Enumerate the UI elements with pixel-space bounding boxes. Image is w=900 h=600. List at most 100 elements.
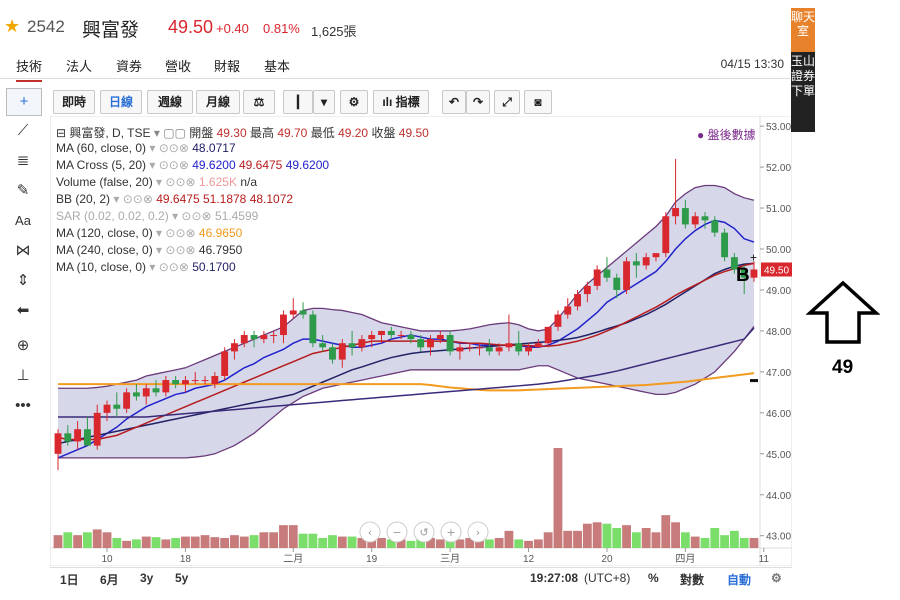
volume-bar xyxy=(563,530,573,548)
redo-icon[interactable]: ↷ xyxy=(466,90,490,114)
open-label: 開盤 xyxy=(189,126,214,140)
candle-body xyxy=(113,404,121,409)
legend-collapse-icon[interactable]: ⊟ xyxy=(56,126,70,140)
tab-financials[interactable]: 財報 xyxy=(214,59,241,74)
volume-bar xyxy=(641,528,651,548)
fib-lines-icon[interactable]: ≣ xyxy=(16,152,30,169)
range-5y-button[interactable]: 5y xyxy=(175,571,189,585)
candle-body xyxy=(123,392,131,409)
zoom-out-icon[interactable] xyxy=(386,521,408,543)
chart-canvas[interactable]: 43.00 44.00 45.00 46.00 47.00 48.00 49.00 50.00… xyxy=(49,115,793,567)
zoom-in-chart-icon[interactable] xyxy=(440,521,462,543)
range-6m-button[interactable]: 6月 xyxy=(100,573,119,587)
volume-bar xyxy=(112,538,122,548)
snapshot-camera-icon[interactable]: ◙ xyxy=(524,90,552,114)
tab-institutional[interactable]: 法人 xyxy=(66,59,93,74)
clock-timezone: (UTC+8) xyxy=(584,571,631,585)
x-tick-label: 三月 xyxy=(440,553,460,565)
undo-icon[interactable]: ↶ xyxy=(442,90,466,114)
volume-bar xyxy=(161,539,171,548)
crosshair-icon[interactable]: + xyxy=(6,88,42,116)
x-tick-label: 二月 xyxy=(283,553,303,565)
candle-body xyxy=(162,380,170,393)
fullscreen-icon[interactable]: ⤢ xyxy=(494,90,520,114)
intraday-button[interactable]: 即時 xyxy=(53,90,95,114)
auto-scale-button[interactable]: 自動 xyxy=(727,573,752,587)
volume-bar xyxy=(592,522,602,548)
high-value: 49.70 xyxy=(277,126,308,140)
ma-line-10-0 xyxy=(57,219,755,459)
measure-icon[interactable]: ⇕ xyxy=(16,272,30,289)
pan-right-icon[interactable] xyxy=(467,521,489,543)
volume-bar xyxy=(504,530,514,548)
legend-value: 46.7950 xyxy=(198,243,243,257)
legend-options-icon[interactable]: ▾ ⊙⊙⊗ xyxy=(146,260,193,274)
after-hours-data[interactable]: ● 盤後數據 xyxy=(697,128,756,142)
chart-bottom-bar: 1日 6月 3y 5y 19:27:08 (UTC+8) % 對數 自動 ⚙ xyxy=(50,567,792,588)
arrow-value-label: 49 xyxy=(832,357,854,378)
tab-margin[interactable]: 資券 xyxy=(116,59,143,74)
settings-gear-icon[interactable]: ⚙ xyxy=(340,90,368,114)
zoom-in-icon[interactable]: ⊕ xyxy=(16,337,30,354)
after-hours-label: 盤後數據 xyxy=(707,128,756,142)
candle-body xyxy=(338,343,346,360)
pattern-icon[interactable]: ⋈ xyxy=(15,242,31,259)
marker-dash xyxy=(750,379,758,383)
candle-body xyxy=(83,429,91,446)
daily-button[interactable]: 日線 xyxy=(100,90,142,114)
volume-bar xyxy=(190,536,200,548)
volume-bar xyxy=(73,535,83,548)
candle-body xyxy=(603,269,611,278)
candle-body xyxy=(270,335,278,337)
stock-code: 2542 xyxy=(27,17,65,36)
legend-options-icon[interactable]: ▾ ⊙⊙⊗ xyxy=(152,175,199,189)
favorite-star-icon[interactable]: ★ xyxy=(4,16,21,36)
candle-body xyxy=(201,380,209,382)
brush-icon[interactable]: ✎ xyxy=(16,182,30,199)
compare-scale-icon[interactable]: ⚖ xyxy=(243,90,275,114)
legend-row-bb: BB (20, 2) ▾ ⊙⊙⊗ 49.6475 51.1878 48.1072 xyxy=(56,192,429,209)
volume-bar xyxy=(651,532,661,548)
percent-scale-button[interactable]: % xyxy=(648,571,659,585)
range-3y-button[interactable]: 3y xyxy=(140,571,154,585)
candle-body xyxy=(289,310,297,315)
ruler-icon[interactable]: ⊥ xyxy=(16,367,30,384)
legend-options-icon[interactable]: ▾ ⊙⊙⊗ xyxy=(168,209,215,223)
y-tick-label: 47.00 xyxy=(766,368,791,379)
price-chart[interactable]: 43.00 44.00 45.00 46.00 47.00 48.00 49.00 50.00… xyxy=(49,115,793,567)
legend-options-icon[interactable]: ▾ ⊙⊙⊗ xyxy=(110,192,157,206)
monthly-button[interactable]: 月線 xyxy=(196,90,240,114)
legend-options-icon[interactable]: ▾ ⊙⊙⊗ xyxy=(146,158,193,172)
legend-options-icon[interactable]: ▾ ⊙⊙⊗ xyxy=(146,141,193,155)
legend-options-icon[interactable]: ▾ ⊙⊙⊗ xyxy=(152,226,199,240)
indicator-button[interactable]: ılı 指標 xyxy=(373,90,429,114)
candle-type-dropdown-icon[interactable]: ▾ xyxy=(313,90,335,114)
candle-body xyxy=(387,330,395,336)
legend-title-settings-icon[interactable]: ▾ ▢▢ xyxy=(153,126,190,140)
chat-room-button[interactable]: 聊天室 xyxy=(791,8,815,52)
trendline-icon[interactable]: ⟋ xyxy=(17,122,29,139)
pan-left-icon-glyph: ‹ xyxy=(368,526,372,539)
weekly-button[interactable]: 週線 xyxy=(147,90,193,114)
log-scale-button[interactable]: 對數 xyxy=(680,573,705,587)
scale-settings-gear-icon[interactable]: ⚙ xyxy=(771,571,782,585)
text-tool-icon[interactable]: Aa xyxy=(15,213,31,228)
candle-body xyxy=(417,339,425,348)
pan-left-icon[interactable] xyxy=(359,521,381,543)
tab-basic[interactable]: 基本 xyxy=(264,59,291,74)
arrow-left-icon[interactable]: ⬅ xyxy=(16,302,30,319)
legend-options-icon[interactable]: ▾ ⊙⊙⊗ xyxy=(152,243,199,257)
candle-body xyxy=(132,392,140,397)
legend-value: 48.0717 xyxy=(192,141,236,155)
volume-bar xyxy=(210,537,220,548)
range-1d-button[interactable]: 1日 xyxy=(60,573,79,587)
volume-bar xyxy=(475,539,484,548)
reset-zoom-icon[interactable] xyxy=(413,521,435,543)
more-icon[interactable]: ••• xyxy=(15,397,31,414)
tab-technical[interactable]: 技術 xyxy=(16,56,43,82)
broker-order-button[interactable]: 玉山證券下單 xyxy=(791,52,815,132)
candle-body xyxy=(250,335,258,340)
candle-type-icon[interactable]: ┃ xyxy=(283,90,313,114)
volume-bar xyxy=(279,525,288,548)
tab-revenue[interactable]: 營收 xyxy=(165,59,192,74)
